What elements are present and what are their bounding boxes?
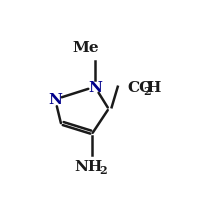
Text: NH: NH: [75, 159, 103, 173]
Text: 2: 2: [99, 164, 107, 175]
Text: CO: CO: [127, 80, 152, 94]
Text: N: N: [48, 93, 62, 107]
Text: 2: 2: [143, 85, 151, 96]
Text: N: N: [88, 80, 102, 94]
Text: Me: Me: [72, 41, 99, 55]
Text: H: H: [147, 80, 161, 94]
